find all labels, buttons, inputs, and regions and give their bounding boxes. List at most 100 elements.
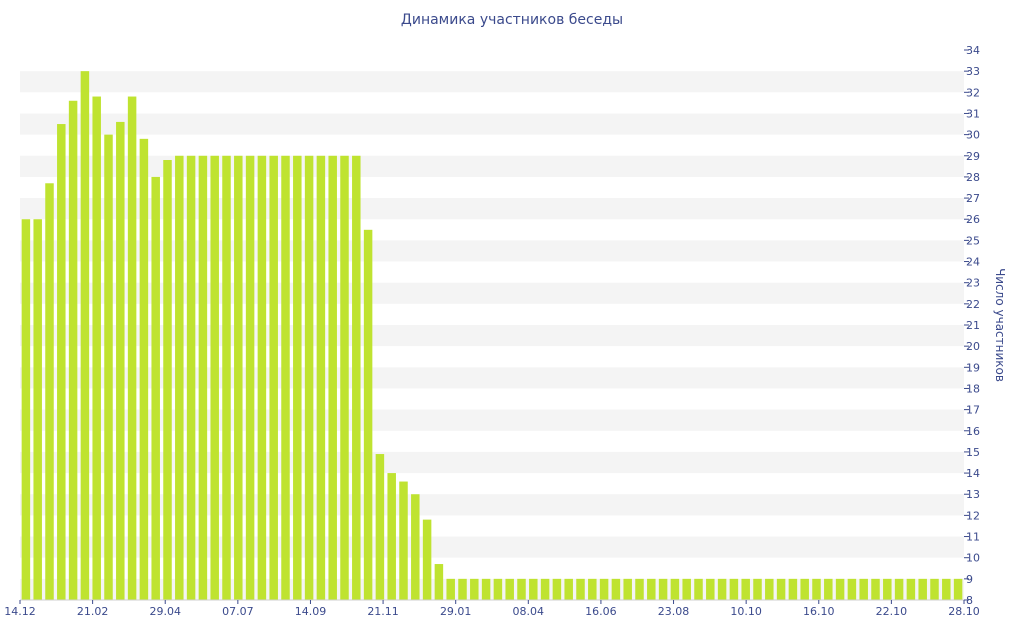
y-tick-label: 21 bbox=[966, 319, 980, 332]
bar bbox=[635, 578, 644, 600]
bar bbox=[753, 578, 762, 600]
bar bbox=[611, 578, 621, 600]
bar bbox=[540, 578, 550, 600]
bar bbox=[871, 578, 880, 600]
bar bbox=[210, 155, 219, 600]
bar bbox=[824, 578, 833, 600]
bar bbox=[127, 96, 137, 601]
y-tick-label: 27 bbox=[966, 192, 980, 205]
bar bbox=[328, 155, 337, 600]
y-tick-label: 26 bbox=[966, 213, 980, 226]
bar bbox=[800, 578, 809, 600]
x-tick-label: 08.04 bbox=[513, 605, 545, 618]
bar bbox=[198, 155, 208, 600]
bar bbox=[422, 519, 432, 600]
bar bbox=[859, 578, 868, 600]
bar bbox=[717, 578, 727, 600]
bar bbox=[375, 454, 385, 600]
bar bbox=[505, 578, 514, 600]
bar bbox=[942, 578, 951, 600]
bar bbox=[163, 160, 172, 600]
bar bbox=[363, 229, 373, 601]
x-tick-label: 14.09 bbox=[295, 605, 327, 618]
bar bbox=[694, 578, 703, 600]
bar bbox=[340, 155, 349, 600]
bar bbox=[682, 578, 691, 600]
bar bbox=[529, 578, 538, 600]
bar bbox=[906, 578, 916, 600]
bar bbox=[139, 138, 149, 600]
bar bbox=[45, 183, 54, 600]
grid-band bbox=[20, 536, 964, 558]
y-tick-label: 18 bbox=[966, 382, 980, 395]
bar bbox=[930, 578, 939, 600]
bar bbox=[352, 155, 361, 600]
bar bbox=[552, 578, 562, 600]
y-tick-label: 14 bbox=[966, 467, 980, 480]
y-tick-label: 19 bbox=[966, 361, 980, 374]
x-tick-label: 10.10 bbox=[730, 605, 762, 618]
x-tick-label: 14.12 bbox=[4, 605, 36, 618]
y-tick-label: 29 bbox=[966, 150, 980, 163]
bar bbox=[269, 155, 278, 600]
grid-band bbox=[20, 578, 964, 600]
bar bbox=[599, 578, 609, 600]
y-tick-label: 24 bbox=[966, 256, 980, 269]
grid-band bbox=[20, 409, 964, 431]
bar bbox=[104, 134, 113, 600]
y-tick-label: 15 bbox=[966, 446, 980, 459]
bar bbox=[257, 155, 267, 600]
bar bbox=[245, 155, 255, 600]
bar bbox=[918, 578, 927, 600]
y-tick-label: 10 bbox=[966, 552, 980, 565]
y-tick-label: 9 bbox=[966, 573, 973, 586]
bar bbox=[588, 578, 597, 600]
bar bbox=[894, 578, 904, 600]
bar bbox=[80, 71, 90, 600]
y-axis-title: Число участников bbox=[993, 268, 1007, 382]
bar bbox=[788, 578, 798, 600]
bar bbox=[812, 578, 821, 600]
y-tick-label: 12 bbox=[966, 509, 980, 522]
x-tick-label: 29.01 bbox=[440, 605, 472, 618]
x-tick-label: 23.08 bbox=[658, 605, 690, 618]
grid-band bbox=[20, 494, 964, 516]
bar bbox=[434, 564, 444, 600]
x-tick-label: 21.11 bbox=[367, 605, 399, 618]
bar bbox=[293, 155, 302, 600]
x-tick-label: 22.10 bbox=[876, 605, 908, 618]
bar bbox=[92, 96, 101, 601]
bar bbox=[304, 155, 314, 600]
bar bbox=[21, 219, 31, 600]
bar bbox=[835, 578, 845, 600]
y-tick-label: 22 bbox=[966, 298, 980, 311]
bar bbox=[623, 578, 632, 600]
y-tick-label: 23 bbox=[966, 277, 980, 290]
bar bbox=[776, 578, 786, 600]
bar bbox=[576, 578, 585, 600]
bar bbox=[68, 100, 78, 601]
grid-band bbox=[20, 325, 964, 347]
chart-title: Динамика участников беседы bbox=[400, 12, 624, 28]
bar bbox=[411, 494, 420, 600]
y-tick-label: 13 bbox=[966, 488, 980, 501]
bar bbox=[658, 578, 668, 600]
bar bbox=[647, 578, 656, 600]
bar bbox=[151, 176, 160, 600]
x-tick-label: 28.10 bbox=[948, 605, 980, 618]
x-tick-label: 29.04 bbox=[149, 605, 181, 618]
bar bbox=[741, 578, 750, 600]
y-tick-label: 20 bbox=[966, 340, 980, 353]
y-tick-label: 34 bbox=[966, 44, 980, 57]
bar bbox=[446, 578, 455, 600]
bar bbox=[234, 155, 243, 600]
bar bbox=[493, 578, 503, 600]
bar bbox=[953, 578, 963, 600]
bar bbox=[670, 578, 680, 600]
bar bbox=[116, 121, 125, 600]
bar bbox=[33, 219, 42, 600]
y-tick-label: 11 bbox=[966, 531, 980, 544]
x-tick-label: 21.02 bbox=[77, 605, 109, 618]
